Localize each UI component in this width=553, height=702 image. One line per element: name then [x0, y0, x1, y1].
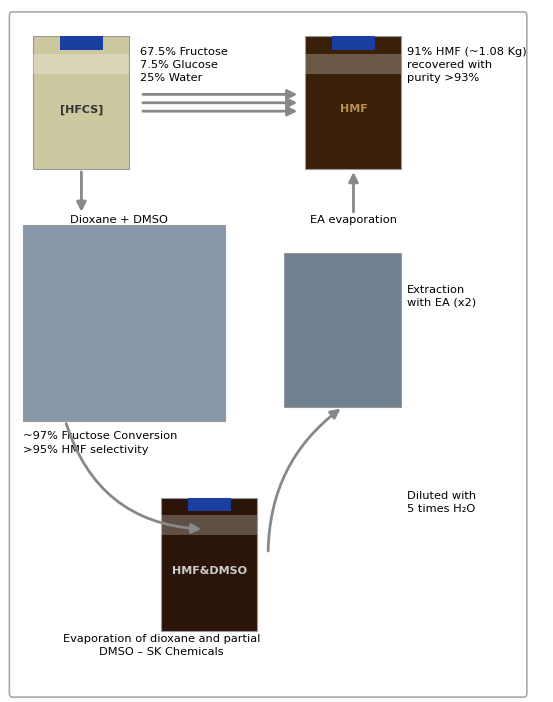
FancyBboxPatch shape [60, 37, 103, 50]
Text: Dioxane + DMSO: Dioxane + DMSO [70, 215, 168, 225]
Text: 91% HMF (~1.08 Kg)
recovered with
purity >93%: 91% HMF (~1.08 Kg) recovered with purity… [407, 47, 526, 84]
FancyBboxPatch shape [332, 37, 375, 50]
FancyBboxPatch shape [33, 53, 129, 74]
Text: [HFCS]: [HFCS] [60, 105, 103, 114]
Text: Extraction
with EA (x2): Extraction with EA (x2) [407, 284, 476, 307]
Text: EA evaporation: EA evaporation [310, 215, 397, 225]
FancyBboxPatch shape [9, 12, 527, 697]
FancyBboxPatch shape [33, 37, 129, 169]
Text: Diluted with
5 times H₂O: Diluted with 5 times H₂O [407, 491, 476, 514]
FancyBboxPatch shape [284, 253, 401, 407]
FancyBboxPatch shape [161, 515, 258, 535]
FancyArrowPatch shape [66, 423, 198, 532]
FancyBboxPatch shape [305, 53, 401, 74]
Text: HMF&DMSO: HMF&DMSO [172, 566, 247, 576]
Text: Evaporation of dioxane and partial
DMSO – SK Chemicals: Evaporation of dioxane and partial DMSO … [62, 634, 260, 657]
FancyBboxPatch shape [305, 37, 401, 169]
Text: 67.5% Fructose
7.5% Glucose
25% Water: 67.5% Fructose 7.5% Glucose 25% Water [140, 47, 228, 84]
FancyBboxPatch shape [23, 225, 226, 421]
FancyBboxPatch shape [161, 498, 258, 630]
Text: HMF: HMF [340, 105, 367, 114]
FancyArrowPatch shape [268, 411, 338, 551]
FancyBboxPatch shape [188, 498, 231, 511]
Text: ~97% Fructose Conversion
>95% HMF selectivity: ~97% Fructose Conversion >95% HMF select… [23, 432, 177, 455]
